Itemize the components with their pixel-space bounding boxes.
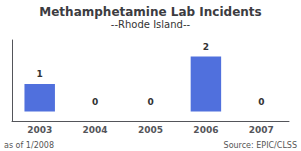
svg-text:2: 2 (203, 42, 209, 52)
svg-text:0: 0 (92, 97, 98, 107)
svg-text:0: 0 (258, 97, 264, 107)
svg-text:2007: 2007 (249, 125, 274, 135)
svg-text:2003: 2003 (27, 125, 52, 135)
svg-text:as of 1/2008: as of 1/2008 (4, 141, 54, 150)
svg-text:2006: 2006 (193, 125, 218, 135)
svg-text:2004: 2004 (83, 125, 108, 135)
svg-text:--Rhode Island--: --Rhode Island-- (111, 19, 191, 30)
svg-text:0: 0 (147, 97, 153, 107)
svg-text:2005: 2005 (138, 125, 163, 135)
svg-text:1: 1 (37, 69, 43, 79)
svg-text:Source: EPIC/CLSS: Source: EPIC/CLSS (224, 141, 297, 150)
svg-text:Methamphetamine Lab Incidents: Methamphetamine Lab Incidents (39, 5, 261, 19)
